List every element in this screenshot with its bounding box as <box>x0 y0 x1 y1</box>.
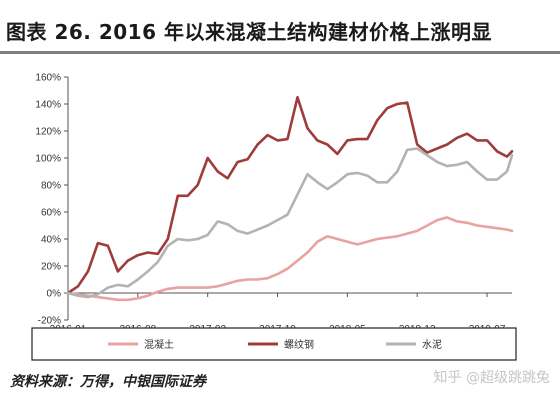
y-tick-label: -20% <box>38 316 61 327</box>
series-line-1 <box>66 216 514 302</box>
legend: 混凝土 螺纹钢 水泥 <box>31 327 517 361</box>
y-tick-label: 60% <box>41 208 61 219</box>
y-tick-label: 120% <box>35 127 61 138</box>
y-tick-label: 40% <box>41 235 61 246</box>
legend-label: 水泥 <box>422 338 442 351</box>
series-layer <box>66 95 514 302</box>
source-note: 资料来源：万得，中银国际证券 <box>10 374 206 390</box>
series-line-2 <box>66 95 514 295</box>
watermark: 知乎 @超级跳跳兔 <box>433 370 550 386</box>
axis-layer: -20%0%20%40%60%80%100%120%140%160%2016-0… <box>35 73 512 335</box>
legend-label: 混凝土 <box>144 338 174 351</box>
y-tick-label: 80% <box>41 181 61 192</box>
y-tick-label: 140% <box>35 100 61 111</box>
figure-title: 图表 26. 2016 年以来混凝土结构建材价格上涨明显 <box>6 20 492 44</box>
legend-label: 螺纹钢 <box>284 338 314 351</box>
line-chart: -20%0%20%40%60%80%100%120%140%160%2016-0… <box>31 73 517 361</box>
y-tick-label: 160% <box>35 73 61 84</box>
y-tick-label: 0% <box>47 289 62 300</box>
title-row: 图表 26. 2016 年以来混凝土结构建材价格上涨明显 <box>0 0 560 54</box>
y-tick-label: 20% <box>41 262 61 273</box>
y-tick-label: 100% <box>35 154 61 165</box>
series-line-3 <box>66 147 514 299</box>
